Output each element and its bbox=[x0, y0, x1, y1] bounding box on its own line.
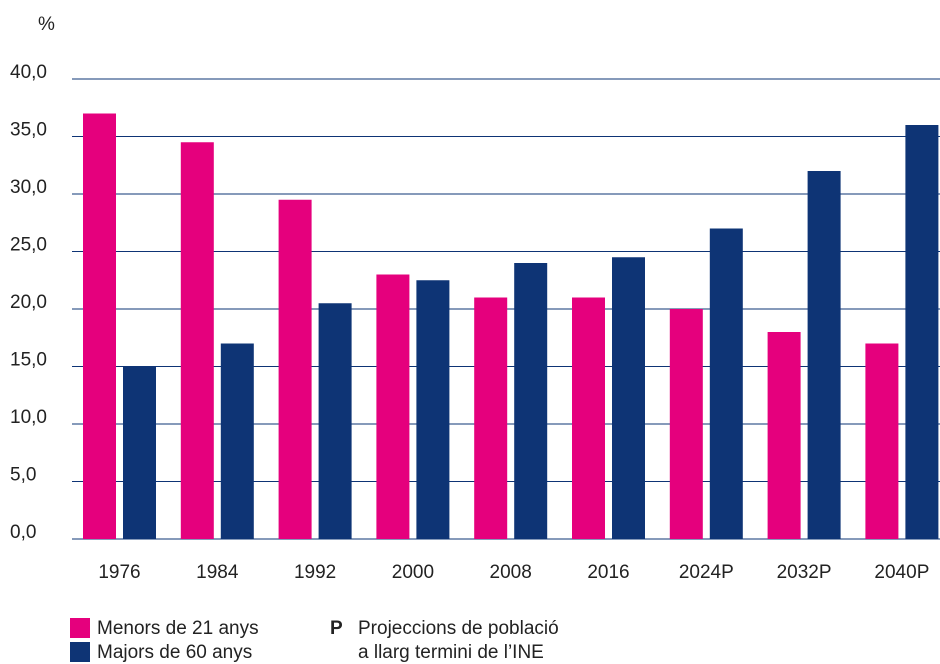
y-tick-label: 40,0 bbox=[10, 62, 47, 83]
note-marker: P bbox=[330, 618, 343, 639]
y-tick-label: 20,0 bbox=[10, 292, 47, 313]
y-tick-label: 5,0 bbox=[10, 465, 36, 486]
bar bbox=[514, 263, 548, 539]
y-tick-label: 25,0 bbox=[10, 235, 47, 256]
x-tick-label: 2024P bbox=[679, 562, 734, 583]
legend-swatch bbox=[70, 618, 90, 638]
x-tick-label: 2032P bbox=[777, 562, 832, 583]
bar bbox=[180, 142, 214, 539]
bar bbox=[376, 274, 410, 539]
y-tick-label: 30,0 bbox=[10, 177, 47, 198]
legend-label: Majors de 60 anys bbox=[97, 642, 252, 663]
note-text: a llarg termini de l’INE bbox=[358, 642, 544, 663]
x-tick-label: 2040P bbox=[874, 562, 929, 583]
legend-label: Menors de 21 anys bbox=[97, 618, 259, 639]
bar bbox=[612, 257, 645, 539]
y-tick-label: 35,0 bbox=[10, 120, 47, 141]
bar bbox=[807, 171, 841, 539]
legend-swatch bbox=[70, 642, 90, 662]
bar bbox=[318, 303, 352, 539]
bar bbox=[220, 343, 254, 539]
x-tick-label: 1984 bbox=[196, 562, 239, 583]
x-tick-label: 2016 bbox=[587, 562, 629, 583]
bar bbox=[669, 309, 703, 539]
y-tick-label: 15,0 bbox=[10, 350, 47, 371]
bar bbox=[123, 366, 156, 539]
bar bbox=[865, 343, 899, 539]
bar bbox=[83, 113, 116, 539]
bar bbox=[416, 280, 450, 539]
y-tick-label: 10,0 bbox=[10, 407, 47, 428]
bar bbox=[278, 199, 312, 539]
bar bbox=[709, 228, 743, 539]
x-tick-label: 1992 bbox=[294, 562, 336, 583]
bar bbox=[474, 297, 508, 539]
bar bbox=[767, 332, 801, 539]
bar bbox=[572, 297, 605, 539]
x-tick-label: 1976 bbox=[98, 562, 140, 583]
y-tick-label: 0,0 bbox=[10, 522, 36, 543]
note-text: Projeccions de població bbox=[358, 618, 559, 639]
y-axis-label: % bbox=[38, 14, 55, 35]
bar bbox=[905, 125, 939, 539]
x-tick-label: 2000 bbox=[392, 562, 434, 583]
x-tick-label: 2008 bbox=[490, 562, 532, 583]
